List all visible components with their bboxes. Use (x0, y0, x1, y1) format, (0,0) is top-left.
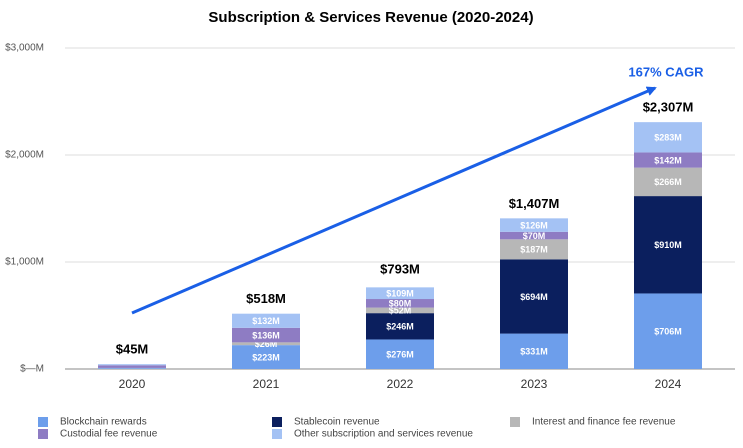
legend-label: Interest and finance fee revenue (532, 417, 676, 428)
bar-segment (232, 345, 300, 369)
bar-segment (500, 333, 568, 369)
bar-segment (232, 313, 300, 328)
legend-swatch (510, 417, 520, 427)
total-label: $518M (246, 291, 286, 306)
legend-label: Other subscription and services revenue (294, 429, 473, 440)
bar-segment (366, 339, 434, 369)
segment-label: $132M (252, 316, 280, 326)
x-tick-label: 2021 (253, 377, 280, 391)
segment-label: $26M (255, 339, 278, 349)
segment-label: $126M (520, 220, 548, 230)
x-tick-label: 2022 (387, 377, 414, 391)
segment-label: $331M (520, 347, 548, 357)
bar-segment (634, 293, 702, 369)
segment-label: $283M (654, 133, 682, 143)
segment-label: $706M (654, 327, 682, 337)
x-tick-label: 2020 (119, 377, 146, 391)
bar-segment (500, 231, 568, 240)
legend-swatch (272, 417, 282, 427)
bar-segment (634, 152, 702, 168)
cagr-annotation: 167% CAGR (628, 64, 704, 79)
legend-swatch (38, 429, 48, 439)
segment-label: $142M (654, 155, 682, 165)
segment-label: $266M (654, 177, 682, 187)
segment-label: $187M (520, 245, 548, 255)
bar-segment (634, 167, 702, 197)
bar-segment (366, 313, 434, 340)
segment-label: $52M (389, 306, 412, 316)
total-label: $1,407M (509, 196, 560, 211)
segment-label: $223M (252, 352, 280, 362)
bar-segment (366, 299, 434, 308)
segment-label: $246M (386, 322, 414, 332)
bar-segment (634, 196, 702, 294)
bar-segment (500, 218, 568, 232)
bar-segment (500, 239, 568, 260)
segment-label: $109M (386, 289, 414, 299)
segment-label: $276M (386, 350, 414, 360)
bar-segment (98, 365, 166, 368)
y-tick-label: $1,000M (5, 257, 44, 268)
bar-segment (98, 364, 166, 366)
chart-title: Subscription & Services Revenue (2020-20… (208, 9, 533, 26)
bar-segment (500, 259, 568, 334)
x-tick-label: 2024 (655, 377, 682, 391)
y-tick-label: $2,000M (5, 150, 44, 161)
x-tick-label: 2023 (521, 377, 548, 391)
segment-label: $910M (654, 240, 682, 250)
segment-label: $70M (523, 231, 546, 241)
legend-swatch (38, 417, 48, 427)
total-label: $45M (116, 342, 149, 357)
legend-label: Blockchain rewards (60, 417, 147, 428)
total-label: $2,307M (643, 100, 694, 115)
legend-label: Stablecoin revenue (294, 417, 380, 428)
bar-segment (232, 327, 300, 343)
bar-segment (634, 122, 702, 153)
bar-segment (98, 368, 166, 369)
y-tick-label: $3,000M (5, 43, 44, 54)
legend-label: Custodial fee revenue (60, 429, 158, 440)
bar-segment (366, 287, 434, 300)
legend-swatch (272, 429, 282, 439)
cagr-arrow (131, 86, 657, 315)
y-tick-label: $—M (20, 364, 44, 375)
total-label: $793M (380, 262, 420, 277)
segment-label: $80M (389, 299, 412, 309)
segment-label: $136M (252, 330, 280, 340)
bar-segment (366, 307, 434, 314)
bar-segment (232, 342, 300, 346)
segment-label: $694M (520, 292, 548, 302)
